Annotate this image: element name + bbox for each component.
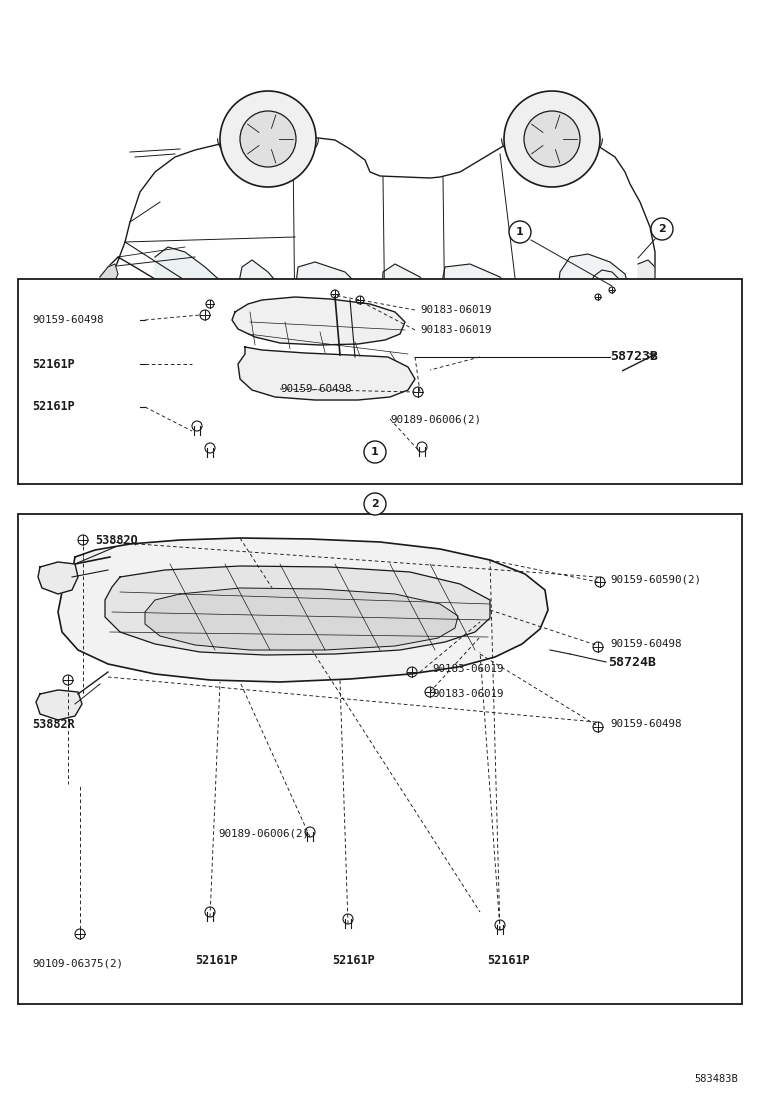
Polygon shape [238,347,415,400]
Polygon shape [638,260,655,302]
Polygon shape [100,137,655,337]
Text: 58724B: 58724B [608,655,656,668]
Text: 53882Q: 53882Q [95,534,138,546]
Text: 53882R: 53882R [32,717,74,731]
Text: 2: 2 [658,224,666,234]
Circle shape [364,493,386,515]
Text: 90159-60498: 90159-60498 [32,315,103,325]
Text: 52161P: 52161P [32,400,74,414]
Text: 90189-06006(2): 90189-06006(2) [390,414,481,424]
Bar [18,514,742,1004]
Text: 58723B: 58723B [610,350,658,364]
Text: 90183-06019: 90183-06019 [420,325,492,335]
Polygon shape [105,566,490,655]
Text: 90159-60590(2): 90159-60590(2) [610,575,701,585]
Polygon shape [100,264,118,292]
Polygon shape [382,264,440,336]
Circle shape [651,218,673,240]
Text: 2: 2 [371,499,379,509]
Text: 90159-60498: 90159-60498 [610,719,682,729]
Text: 52161P: 52161P [32,357,74,370]
Text: 90159-60498: 90159-60498 [280,384,351,394]
Polygon shape [295,262,382,335]
Polygon shape [155,247,250,324]
Polygon shape [38,562,78,594]
Text: 90183-06019: 90183-06019 [432,689,503,699]
Bar [18,279,742,484]
Text: 52161P: 52161P [332,953,375,966]
Polygon shape [440,264,520,335]
Polygon shape [238,260,295,330]
Polygon shape [145,588,458,651]
Polygon shape [58,538,548,682]
Circle shape [364,441,386,463]
Text: 583483B: 583483B [694,1074,738,1084]
Text: 52161P: 52161P [195,953,238,966]
Circle shape [504,91,600,187]
Circle shape [220,91,316,187]
Circle shape [524,111,580,167]
Circle shape [509,221,531,244]
Text: 90189-06006(2): 90189-06006(2) [218,830,309,838]
Polygon shape [558,254,630,320]
Text: 90109-06375(2): 90109-06375(2) [32,959,123,969]
Polygon shape [36,691,82,719]
Text: 1: 1 [371,447,379,457]
Text: 90159-60498: 90159-60498 [610,639,682,649]
Text: 1: 1 [516,227,524,237]
Polygon shape [232,297,405,345]
Circle shape [240,111,296,167]
Text: 90183-06019: 90183-06019 [420,305,492,315]
Text: 90183-06019: 90183-06019 [432,664,503,674]
Text: 52161P: 52161P [487,953,530,966]
Polygon shape [240,288,256,304]
